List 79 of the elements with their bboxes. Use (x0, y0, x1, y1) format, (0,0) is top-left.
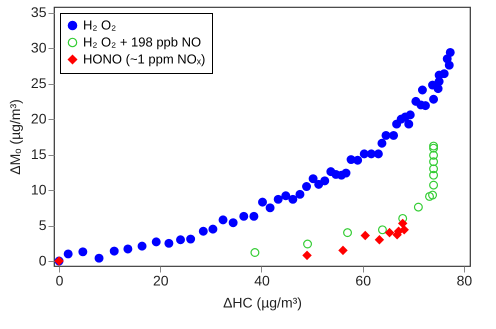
point (302, 250, 312, 260)
point (249, 212, 258, 221)
point (320, 176, 330, 186)
x-tick-label: 60 (355, 272, 372, 288)
x-tick-label: 20 (152, 272, 169, 288)
y-tick-label: 35 (30, 4, 47, 20)
x-axis-title: ΔHC (µg/m³) (223, 294, 302, 310)
x-tick-label: 40 (254, 272, 270, 288)
point (164, 238, 174, 248)
point (110, 246, 119, 256)
point (385, 228, 394, 238)
y-tick-label: 30 (30, 40, 47, 56)
y-tick-label: 5 (38, 217, 47, 234)
point (176, 235, 185, 244)
y-tick-label: 25 (30, 75, 47, 92)
point (94, 254, 104, 263)
point (250, 248, 260, 257)
point (295, 190, 304, 199)
point (198, 226, 208, 236)
point (377, 138, 386, 148)
point (429, 180, 438, 190)
point (138, 242, 147, 251)
point (258, 198, 267, 207)
point (404, 120, 414, 129)
legend-label: H₂ O₂ (83, 18, 116, 32)
point (429, 164, 438, 174)
point (186, 234, 196, 244)
y-tick-label: 15 (30, 146, 47, 162)
point (228, 218, 238, 228)
point (418, 86, 427, 94)
point (429, 142, 438, 151)
point (429, 157, 438, 166)
point (444, 60, 454, 70)
point (425, 192, 434, 201)
y-tick-label: 20 (30, 110, 47, 127)
point (338, 246, 348, 255)
y-tick-label: 0 (38, 252, 47, 269)
point (414, 202, 423, 212)
x-tick-label: 0 (56, 272, 64, 288)
point (64, 249, 73, 258)
point (429, 150, 438, 160)
point (281, 191, 290, 200)
point (429, 144, 438, 153)
y-axis-title: ΔMₒ (µg/m³) (6, 99, 23, 175)
point (239, 212, 248, 221)
point (308, 174, 318, 184)
point (382, 130, 390, 140)
point (434, 84, 443, 94)
point (342, 168, 350, 178)
y-tick-label: 10 (30, 182, 47, 198)
point (78, 247, 88, 256)
point (398, 218, 408, 228)
point (429, 170, 438, 180)
point (360, 231, 370, 240)
point (218, 215, 228, 224)
point (428, 190, 438, 200)
point (266, 203, 275, 212)
point (446, 48, 455, 57)
point (440, 69, 449, 78)
x-tick-label: 80 (456, 272, 472, 288)
point (303, 240, 312, 248)
point (400, 225, 409, 234)
point (406, 110, 415, 120)
point (353, 156, 362, 165)
point (274, 194, 283, 204)
point (429, 94, 438, 104)
point (288, 194, 298, 204)
point (374, 149, 383, 158)
point (208, 224, 218, 234)
legend-label: HONO (~1 ppm NOₓ) (83, 52, 206, 66)
point (378, 225, 387, 234)
legend-label: H₂ O₂ + 198 ppb NO (83, 34, 202, 50)
point (374, 235, 384, 244)
point (343, 228, 352, 238)
point (152, 237, 161, 246)
point (302, 182, 312, 191)
point (123, 244, 132, 254)
point (398, 214, 408, 223)
point (389, 130, 398, 140)
